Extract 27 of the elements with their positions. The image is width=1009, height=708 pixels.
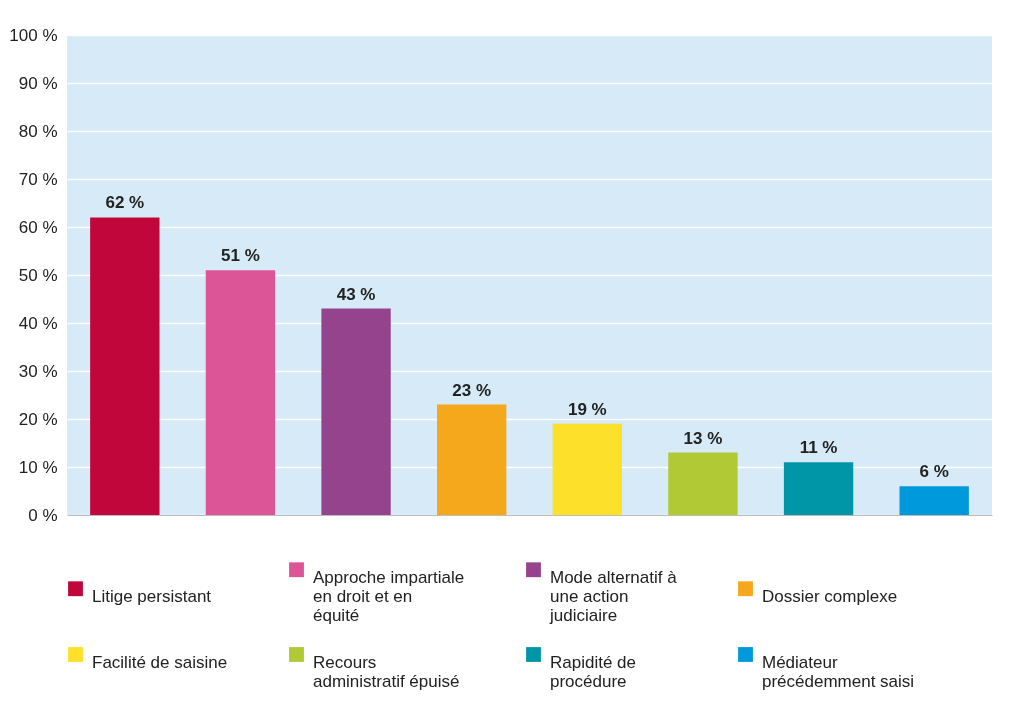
y-tick-label: 80 % (18, 121, 58, 141)
y-tick-label: 100 % (9, 25, 58, 45)
legend-label: Rapidité de procédure (550, 652, 637, 691)
legend-label: Litige persistant (92, 586, 212, 606)
legend-label: Facilité de saisine (92, 652, 228, 672)
y-tick-label: 0 % (28, 505, 58, 525)
legend-label: Recours administratif épuisé (313, 652, 460, 691)
legend-label: Médiateur précédemment saisi (762, 652, 915, 691)
legend-label: Dossier complexe (762, 586, 898, 606)
data-label: 43 % (336, 284, 376, 304)
y-tick-label: 20 % (18, 409, 58, 429)
legend-label: Approche impartiale en droit et en équité (313, 567, 465, 625)
y-tick-label: 50 % (18, 265, 58, 285)
data-label: 19 % (567, 399, 607, 419)
y-tick-label: 10 % (18, 457, 58, 477)
y-tick-label: 90 % (18, 73, 58, 93)
y-tick-label: 30 % (18, 361, 58, 381)
y-tick-label: 70 % (18, 169, 58, 189)
data-label: 11 % (799, 438, 838, 458)
data-label: 62 % (105, 193, 145, 213)
y-tick-label: 60 % (18, 217, 58, 237)
data-label: 13 % (683, 428, 723, 448)
data-label: 6 % (919, 462, 949, 482)
data-label: 23 % (452, 380, 492, 400)
data-label: 51 % (221, 246, 260, 266)
y-tick-label: 40 % (18, 313, 58, 333)
legend-label: Mode alternatif à une action judiciaire (549, 567, 678, 625)
